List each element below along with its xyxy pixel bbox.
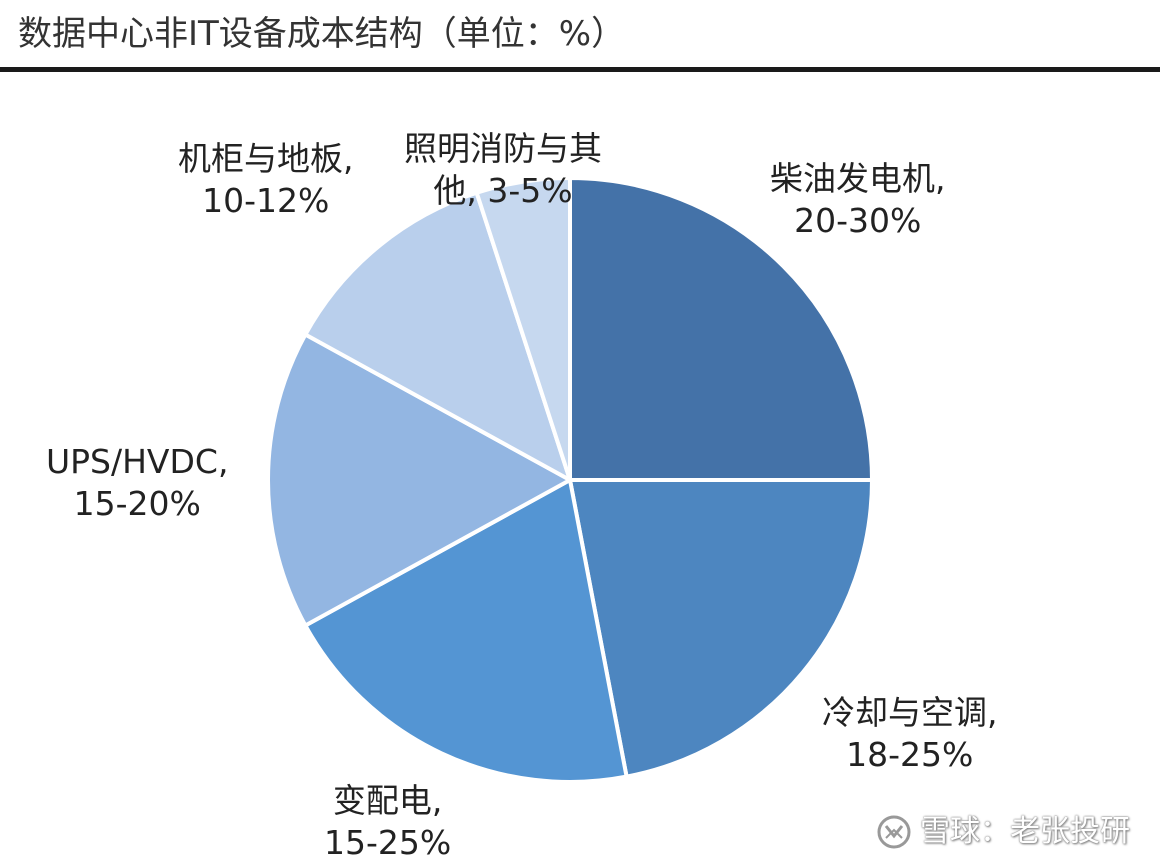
label-power-distribution-name: 变配电, — [332, 781, 443, 820]
label-lighting-fire-other-line2: 他, 3-5% — [433, 171, 573, 210]
pie-slice-1 — [568, 478, 874, 779]
label-lighting-fire-other: 照明消防与其 他, 3-5% — [404, 128, 602, 212]
label-power-distribution: 变配电, 15-25% — [324, 780, 451, 864]
chart-title: 数据中心非IT设备成本结构（单位：%） — [18, 14, 626, 54]
title-divider — [0, 67, 1160, 72]
pie-slice-4 — [303, 190, 572, 482]
pie-slice-5 — [474, 176, 572, 482]
label-power-distribution-value: 15-25% — [324, 823, 452, 862]
label-cabinet-floor: 机柜与地板, 10-12% — [178, 138, 354, 222]
snowball-logo-icon — [877, 815, 911, 849]
label-ups-hvdc: UPS/HVDC, 15-20% — [46, 441, 228, 525]
pie-slice-2 — [303, 478, 629, 784]
label-cooling: 冷却与空调, 18-25% — [822, 692, 998, 776]
label-ups-hvdc-name: UPS/HVDC, — [46, 442, 229, 481]
watermark: 雪球：老张投研 — [876, 812, 1130, 852]
label-diesel-generator-value: 20-30% — [794, 201, 922, 240]
pie-slice-3 — [266, 332, 572, 628]
label-cooling-name: 冷却与空调, — [822, 693, 998, 732]
label-diesel-generator: 柴油发电机, 20-30% — [770, 158, 946, 242]
label-diesel-generator-name: 柴油发电机, — [770, 159, 946, 198]
pie-slice-0 — [568, 176, 874, 482]
label-ups-hvdc-value: 15-20% — [73, 484, 201, 523]
label-lighting-fire-other-line1: 照明消防与其 — [404, 129, 602, 168]
label-cooling-value: 18-25% — [846, 735, 974, 774]
label-cabinet-floor-value: 10-12% — [202, 181, 330, 220]
label-cabinet-floor-name: 机柜与地板, — [178, 139, 354, 178]
watermark-text: 雪球：老张投研 — [920, 814, 1130, 849]
